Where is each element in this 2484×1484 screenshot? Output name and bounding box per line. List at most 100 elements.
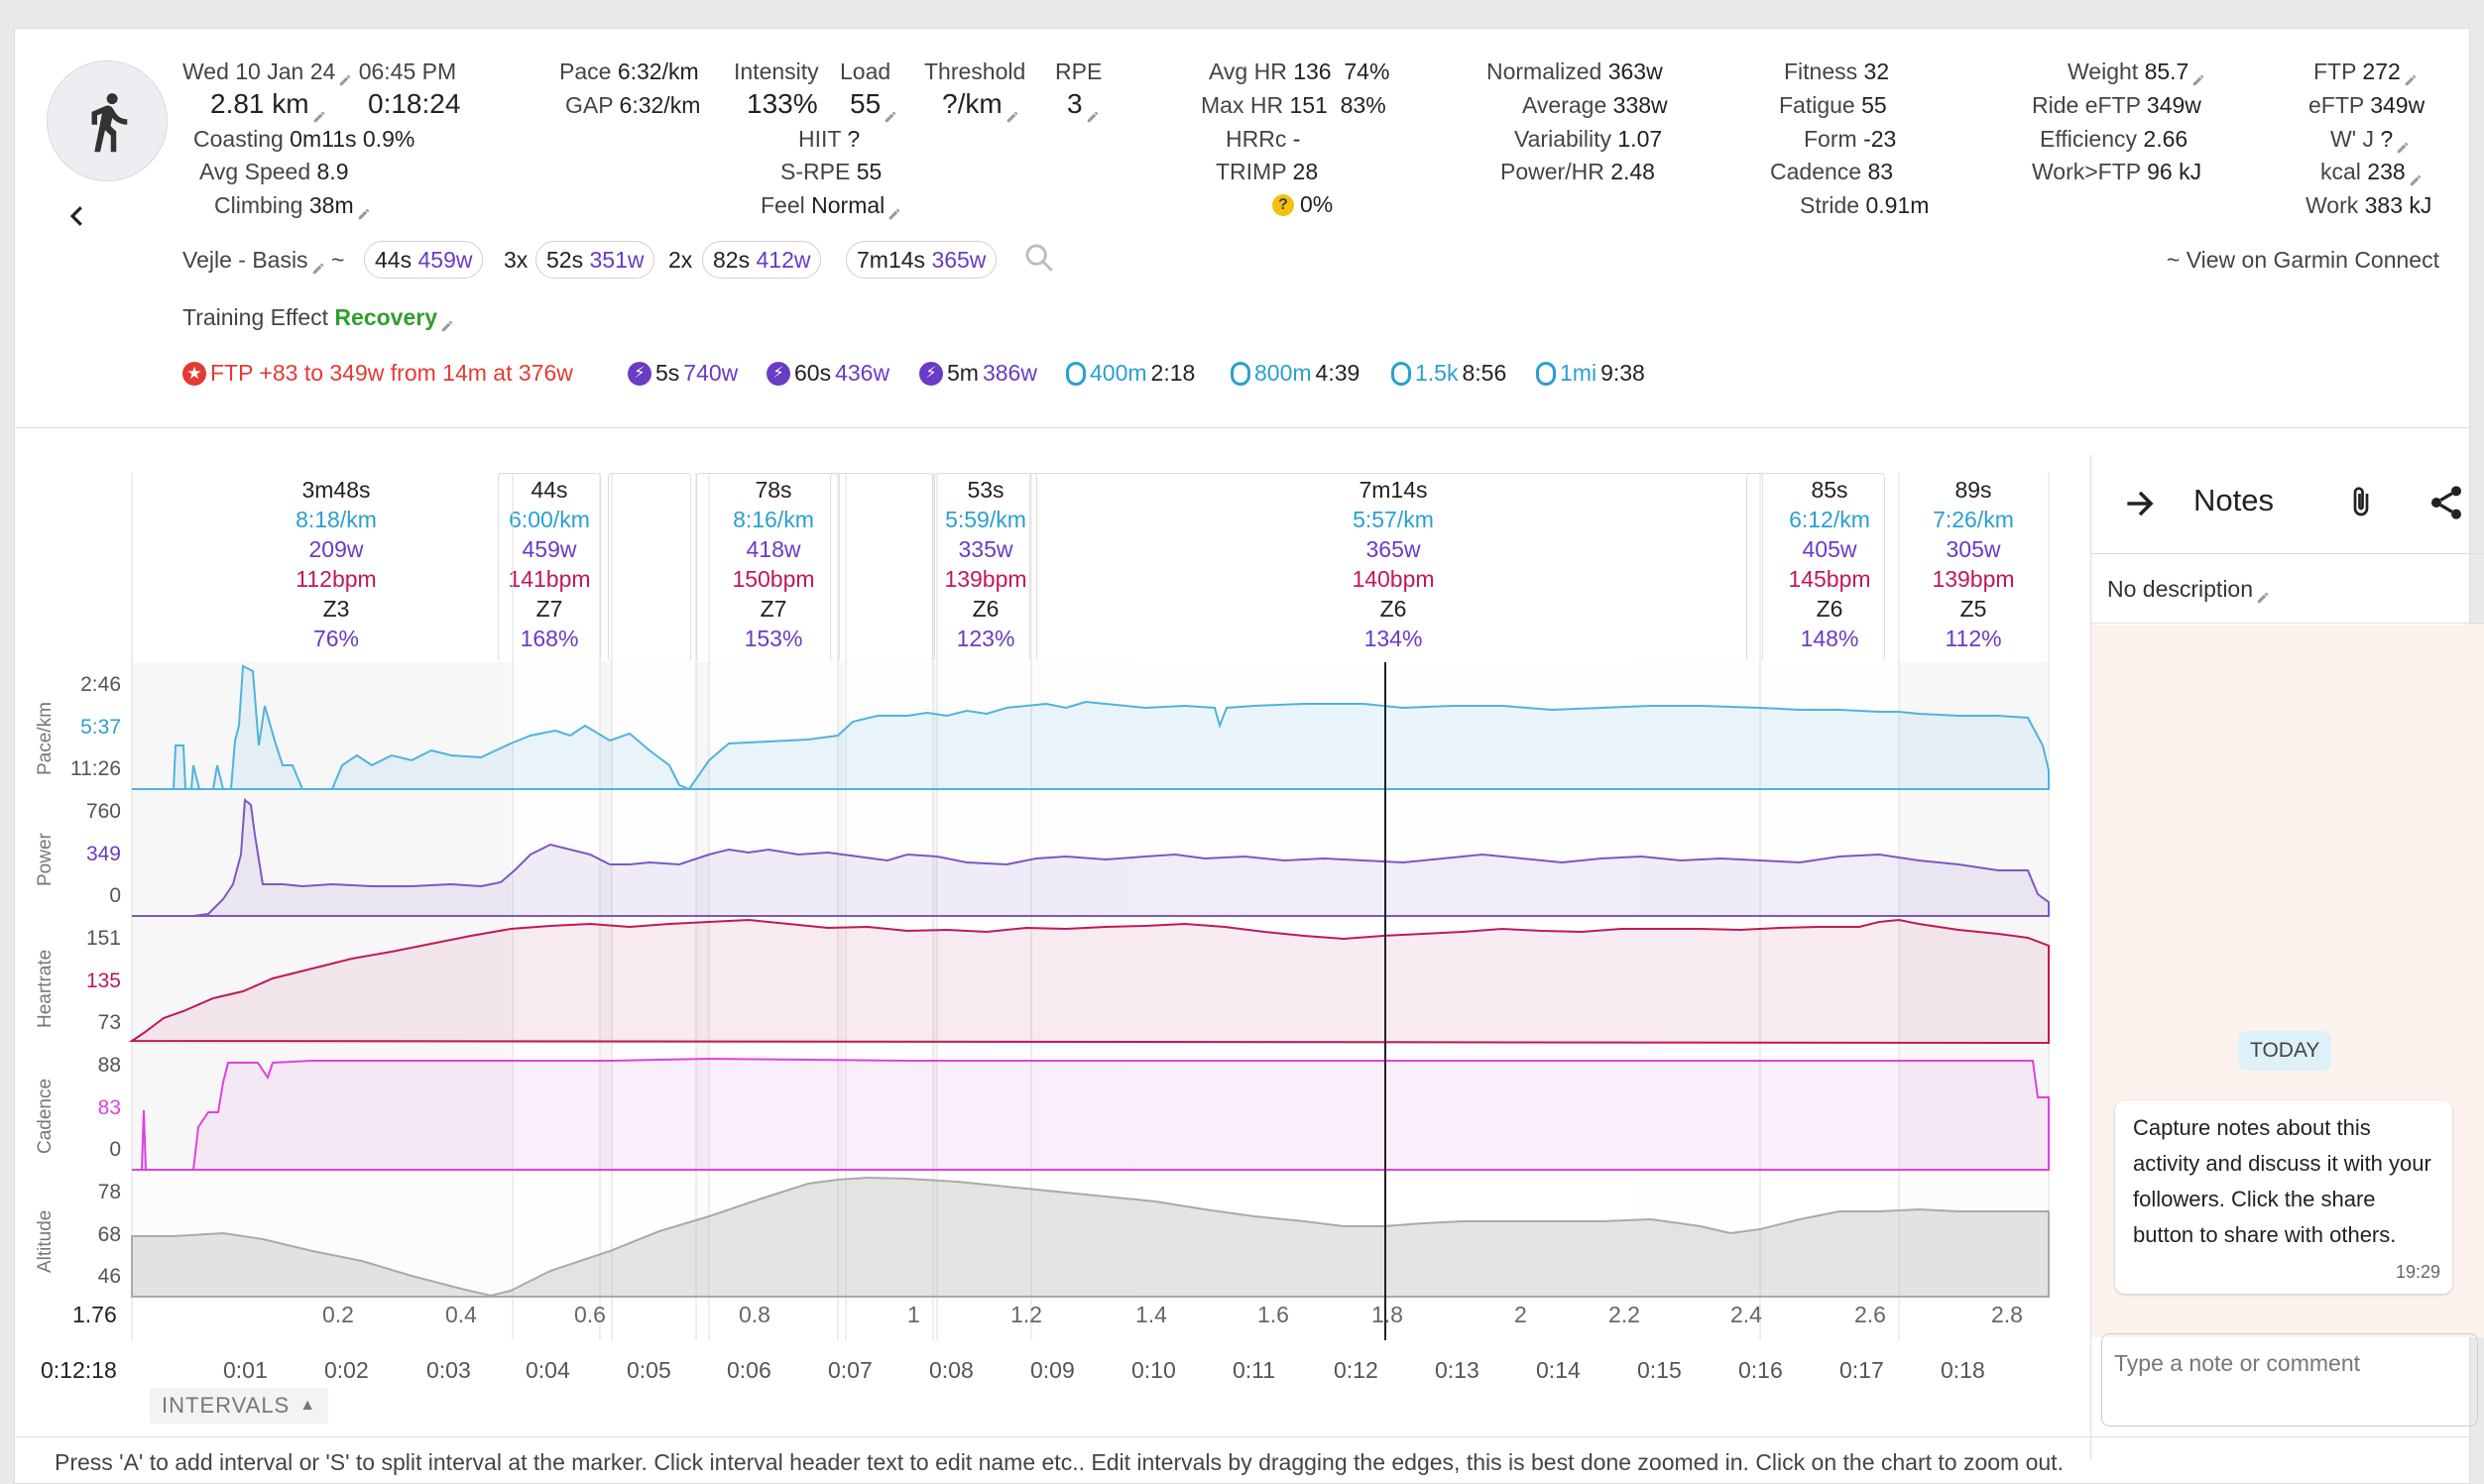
description-row[interactable]: No description	[2091, 554, 2484, 624]
arrow-right-icon[interactable]	[2121, 485, 2159, 522]
time-tick: 0:16	[1738, 1357, 1783, 1383]
training-effect-value[interactable]: Recovery	[334, 304, 437, 330]
best-label: 5m	[947, 360, 979, 386]
power-tick-mid: 349	[85, 843, 121, 865]
distance-tick: 0.2	[322, 1302, 354, 1327]
pace-tick-mid: 5:37	[80, 716, 121, 739]
form-value: -23	[1863, 126, 1897, 152]
attachment-icon[interactable]	[2343, 483, 2379, 522]
edit-pencil-icon[interactable]	[440, 312, 454, 332]
pace-best[interactable]: 1mi 9:38	[1536, 360, 1645, 387]
distance-tick: 1.6	[1257, 1302, 1289, 1327]
interval-chip[interactable]: 44s 459w	[364, 241, 484, 279]
interval-power: 209w	[308, 536, 364, 562]
cadence-line	[132, 1057, 2050, 1171]
power-best[interactable]: ⚡ 5s 740w	[628, 360, 738, 387]
hrrc-value: -	[1292, 126, 1301, 152]
work-value: 383 kJ	[2364, 192, 2432, 218]
activity-duration: 0:18:24	[368, 88, 461, 119]
interval-column[interactable]: 78s 8:16/km 418w 150bpm Z7 153%	[709, 475, 838, 653]
interval-chip[interactable]: 52s 351w	[535, 241, 655, 279]
avg-speed-label: Avg Speed	[199, 159, 311, 184]
interval-box[interactable]	[934, 473, 1037, 661]
interval-column[interactable]: 85s 6:12/km 405w 145bpm Z6 148%	[1760, 475, 1899, 653]
pace-best[interactable]: 400m 2:18	[1066, 360, 1195, 387]
chart-area[interactable]: 3m48s 8:18/km 209w 112bpm Z3 76% 44s 6:0…	[15, 428, 2076, 1435]
stopwatch-icon	[1231, 361, 1250, 386]
edit-pencil-icon[interactable]	[2404, 66, 2418, 86]
edit-pencil-icon[interactable]	[2396, 134, 2410, 154]
pace-best[interactable]: 1.5k 8:56	[1391, 360, 1506, 387]
chip-watts: 365w	[931, 247, 987, 273]
intervals-toggle[interactable]: INTERVALS ▲	[150, 1388, 329, 1424]
interval-duration: 3m48s	[301, 477, 371, 503]
interval-chip[interactable]: 7m14s 365w	[846, 241, 998, 279]
search-icon[interactable]	[1022, 241, 1056, 280]
interval-box[interactable]	[1029, 473, 1763, 661]
interval-column[interactable]: 44s 6:00/km 459w 141bpm Z7 168%	[500, 475, 599, 653]
climbing-value: 38m	[308, 192, 354, 218]
best-label: 1.5k	[1415, 360, 1459, 386]
pace-best[interactable]: 800m 4:39	[1231, 360, 1360, 387]
edit-pencil-icon[interactable]	[338, 66, 352, 86]
edit-pencil-icon[interactable]	[884, 99, 897, 122]
coasting-value: 0m11s	[290, 126, 357, 152]
share-icon[interactable]	[2426, 483, 2466, 522]
interval-box[interactable]	[608, 473, 691, 661]
distance-tick: 2.8	[1991, 1302, 2023, 1327]
interval-chip[interactable]: 82s 412w	[702, 241, 822, 279]
best-label: 5s	[655, 360, 680, 386]
interval-pct: 168%	[520, 626, 579, 651]
interval-box[interactable]	[1746, 473, 1885, 661]
time-tick: 0:13	[1435, 1357, 1479, 1383]
interval-column[interactable]: 7m14s 5:57/km 365w 140bpm Z6 134%	[1304, 475, 1482, 653]
efficiency-label: Efficiency	[2040, 126, 2138, 152]
edit-pencil-icon[interactable]	[357, 200, 371, 220]
cadence-label: Cadence	[1770, 159, 1862, 184]
edit-pencil-icon[interactable]	[1086, 99, 1100, 122]
interval-column[interactable]: 3m48s 8:18/km 209w 112bpm Z3 76%	[252, 475, 420, 653]
interval-column[interactable]: 89s 7:26/km 305w 139bpm Z5 112%	[1904, 475, 2043, 653]
interval-column[interactable]: 53s 5:59/km 335w 139bpm Z6 123%	[935, 475, 1036, 653]
best-value: 9:38	[1600, 360, 1645, 386]
ftp-label: FTP	[2313, 58, 2357, 84]
edit-pencil-icon[interactable]	[2409, 167, 2423, 186]
activity-charts[interactable]	[15, 428, 2076, 1435]
garmin-connect-link[interactable]: ~ View on Garmin Connect	[2166, 247, 2439, 273]
activity-type-avatar[interactable]	[47, 60, 168, 181]
edit-pencil-icon[interactable]	[312, 99, 326, 122]
interval-pct: 123%	[956, 626, 1015, 651]
power-tick-top: 760	[85, 800, 121, 823]
interval-zone: Z6	[1816, 596, 1843, 622]
time-tick: 0:01	[223, 1357, 268, 1383]
ftp-best[interactable]: ★ FTP +83 to 349w from 14m at 376w	[182, 360, 573, 387]
distance-tick: 0.8	[739, 1302, 770, 1327]
hiit-value: ?	[847, 126, 861, 152]
max-hr-pct: 83%	[1340, 92, 1386, 118]
average-value: 338w	[1612, 92, 1668, 118]
interval-duration: 44s	[531, 477, 568, 503]
wj-label: W' J	[2330, 126, 2374, 152]
normalized-value: 363w	[1607, 58, 1663, 84]
workout-name[interactable]: Vejle - Basis	[182, 247, 308, 273]
edit-pencil-icon[interactable]	[2256, 584, 2270, 604]
running-icon	[91, 93, 128, 153]
edit-pencil-icon[interactable]	[2191, 66, 2205, 86]
edit-pencil-icon[interactable]	[311, 255, 325, 275]
interval-duration: 7m14s	[1359, 477, 1428, 503]
back-arrow-icon[interactable]	[62, 199, 92, 239]
interval-duration: 89s	[1954, 477, 1992, 503]
power-best[interactable]: ⚡ 5m 386w	[919, 360, 1037, 387]
best-label: 1mi	[1560, 360, 1597, 386]
interval-highlights	[511, 662, 1899, 1297]
chip-watts: 351w	[589, 247, 645, 273]
best-label: 400m	[1090, 360, 1147, 386]
note-input[interactable]: Type a note or comment	[2101, 1333, 2478, 1427]
power-best[interactable]: ⚡ 60s 436w	[767, 360, 889, 387]
edit-pencil-icon[interactable]	[887, 200, 901, 220]
intervals-toggle-label: INTERVALS	[162, 1393, 291, 1418]
edit-pencil-icon[interactable]	[1005, 99, 1019, 122]
gap-label: GAP	[565, 92, 614, 118]
stride-label: Stride	[1800, 192, 1860, 218]
time-tick: 0:08	[929, 1357, 974, 1383]
